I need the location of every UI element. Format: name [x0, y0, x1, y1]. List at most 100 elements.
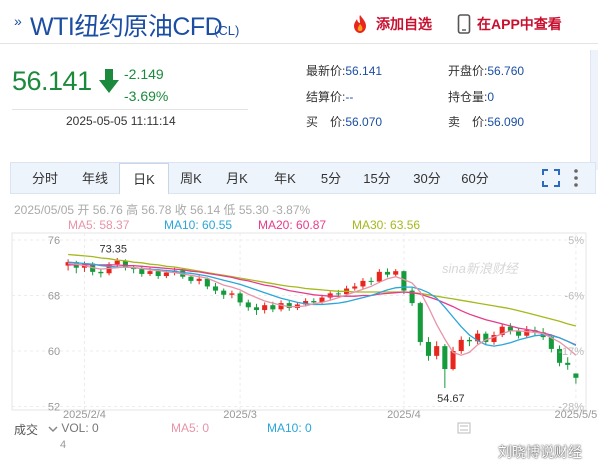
candle	[483, 331, 489, 345]
field-ask: 卖 价:56.090	[448, 115, 525, 129]
candle	[393, 269, 399, 277]
x-tick-label: 2025/3	[223, 409, 257, 421]
candle	[384, 268, 391, 278]
candle	[516, 328, 522, 339]
candle-body	[163, 272, 169, 277]
candle-body	[188, 276, 194, 281]
candle	[327, 291, 333, 300]
candle-body	[450, 351, 456, 370]
x-tick-label: 2025/4	[387, 409, 421, 421]
candle	[540, 328, 546, 340]
add-favorite-button[interactable]: 添加自选	[350, 14, 432, 34]
ma20-readout: MA20: 60.87	[258, 218, 327, 232]
field-bid: 买 价:56.070	[306, 115, 383, 129]
candle	[188, 274, 194, 284]
candle-body	[98, 271, 104, 274]
candle	[409, 287, 415, 306]
tab-monthly-k[interactable]: 月K	[226, 171, 248, 186]
tab-15min[interactable]: 15分	[363, 171, 391, 186]
candle-body	[401, 271, 407, 291]
low-annotation: 54.67	[437, 393, 465, 405]
divider	[12, 109, 248, 110]
candle-body	[376, 271, 382, 282]
candle-body	[483, 333, 489, 342]
more-vertical-icon[interactable]	[571, 167, 581, 189]
candle	[556, 345, 563, 367]
candle	[229, 290, 235, 299]
settings-icon[interactable]	[457, 421, 471, 435]
candle-body	[384, 271, 391, 275]
candle-body	[466, 339, 472, 342]
candle-body	[278, 303, 284, 310]
candle-body	[270, 305, 276, 310]
candle-body	[499, 326, 505, 336]
candle	[335, 289, 341, 297]
tab-daily-k[interactable]: 日K	[119, 163, 169, 195]
candle-body	[106, 264, 112, 274]
candle	[172, 267, 178, 276]
field-latest: 最新价:56.141	[306, 64, 383, 78]
candle-body	[139, 269, 145, 274]
candle	[573, 373, 579, 384]
candle-body	[294, 304, 300, 308]
author-watermark: 刘晓博说财经	[498, 444, 582, 460]
candle-body	[360, 280, 366, 287]
candle	[434, 341, 440, 360]
candle-body	[81, 263, 88, 268]
add-favorite-label: 添加自选	[376, 16, 432, 32]
candle-body	[393, 271, 399, 275]
tab-weekly-k[interactable]: 周K	[180, 171, 202, 186]
fullscreen-icon[interactable]	[541, 167, 561, 189]
ma30-readout: MA30: 63.56	[352, 218, 421, 232]
candle	[131, 264, 137, 274]
quote-timestamp: 2025-05-05 11:11:14	[66, 114, 176, 128]
candle-body	[417, 303, 423, 342]
flame-icon	[354, 15, 366, 33]
candle-body	[507, 326, 513, 331]
candle	[73, 260, 79, 274]
candle	[319, 294, 325, 304]
tab-60min[interactable]: 60分	[461, 171, 489, 186]
tab-yearly-k[interactable]: 年K	[274, 171, 296, 186]
candle	[163, 269, 169, 279]
candle	[270, 301, 276, 313]
candle-body	[548, 337, 554, 349]
double-chevron-icon: »	[14, 13, 22, 29]
candle-body	[90, 263, 96, 272]
candle-body	[212, 286, 219, 291]
candle	[548, 334, 554, 353]
down-arrow-icon	[99, 69, 119, 93]
candle-body	[368, 280, 374, 282]
candle	[499, 323, 505, 338]
tab-intraday[interactable]: 分时	[31, 171, 58, 186]
ma5-line	[68, 262, 577, 356]
pct-tick-label: -17%	[558, 346, 584, 358]
tab-5min[interactable]: 5分	[320, 171, 342, 186]
open-in-app-button[interactable]: 在APP中查看	[457, 14, 562, 34]
candle-body	[556, 348, 563, 363]
candle-body	[303, 301, 309, 305]
x-tick-label: 2025/2/4	[63, 409, 106, 421]
title-bar: » WTI纽约原油CFD (CL) 添加自选 在APP中查看	[0, 0, 598, 44]
candle-body	[155, 271, 161, 277]
side-scroll-strip[interactable]	[590, 50, 598, 170]
candle-body	[237, 293, 243, 303]
candle	[155, 269, 161, 279]
candles	[65, 257, 579, 388]
candle	[532, 326, 538, 336]
candle	[565, 357, 571, 370]
chevron-down-icon[interactable]	[48, 424, 58, 434]
candle-body	[573, 373, 579, 378]
candle	[221, 288, 227, 299]
tab-30min[interactable]: 30分	[413, 171, 441, 186]
candle-body	[262, 305, 268, 311]
ohlc-readout: 2025/05/05 开 56.76 高 56.78 收 56.14 低 55.…	[14, 203, 311, 217]
candle	[98, 268, 104, 278]
candle	[237, 291, 243, 306]
tab-yearline[interactable]: 年线	[81, 171, 108, 186]
candle	[278, 300, 284, 312]
candle-body	[491, 335, 497, 342]
candle	[114, 257, 120, 268]
y-tick-label: 76	[48, 235, 60, 247]
candle-body	[73, 262, 79, 268]
